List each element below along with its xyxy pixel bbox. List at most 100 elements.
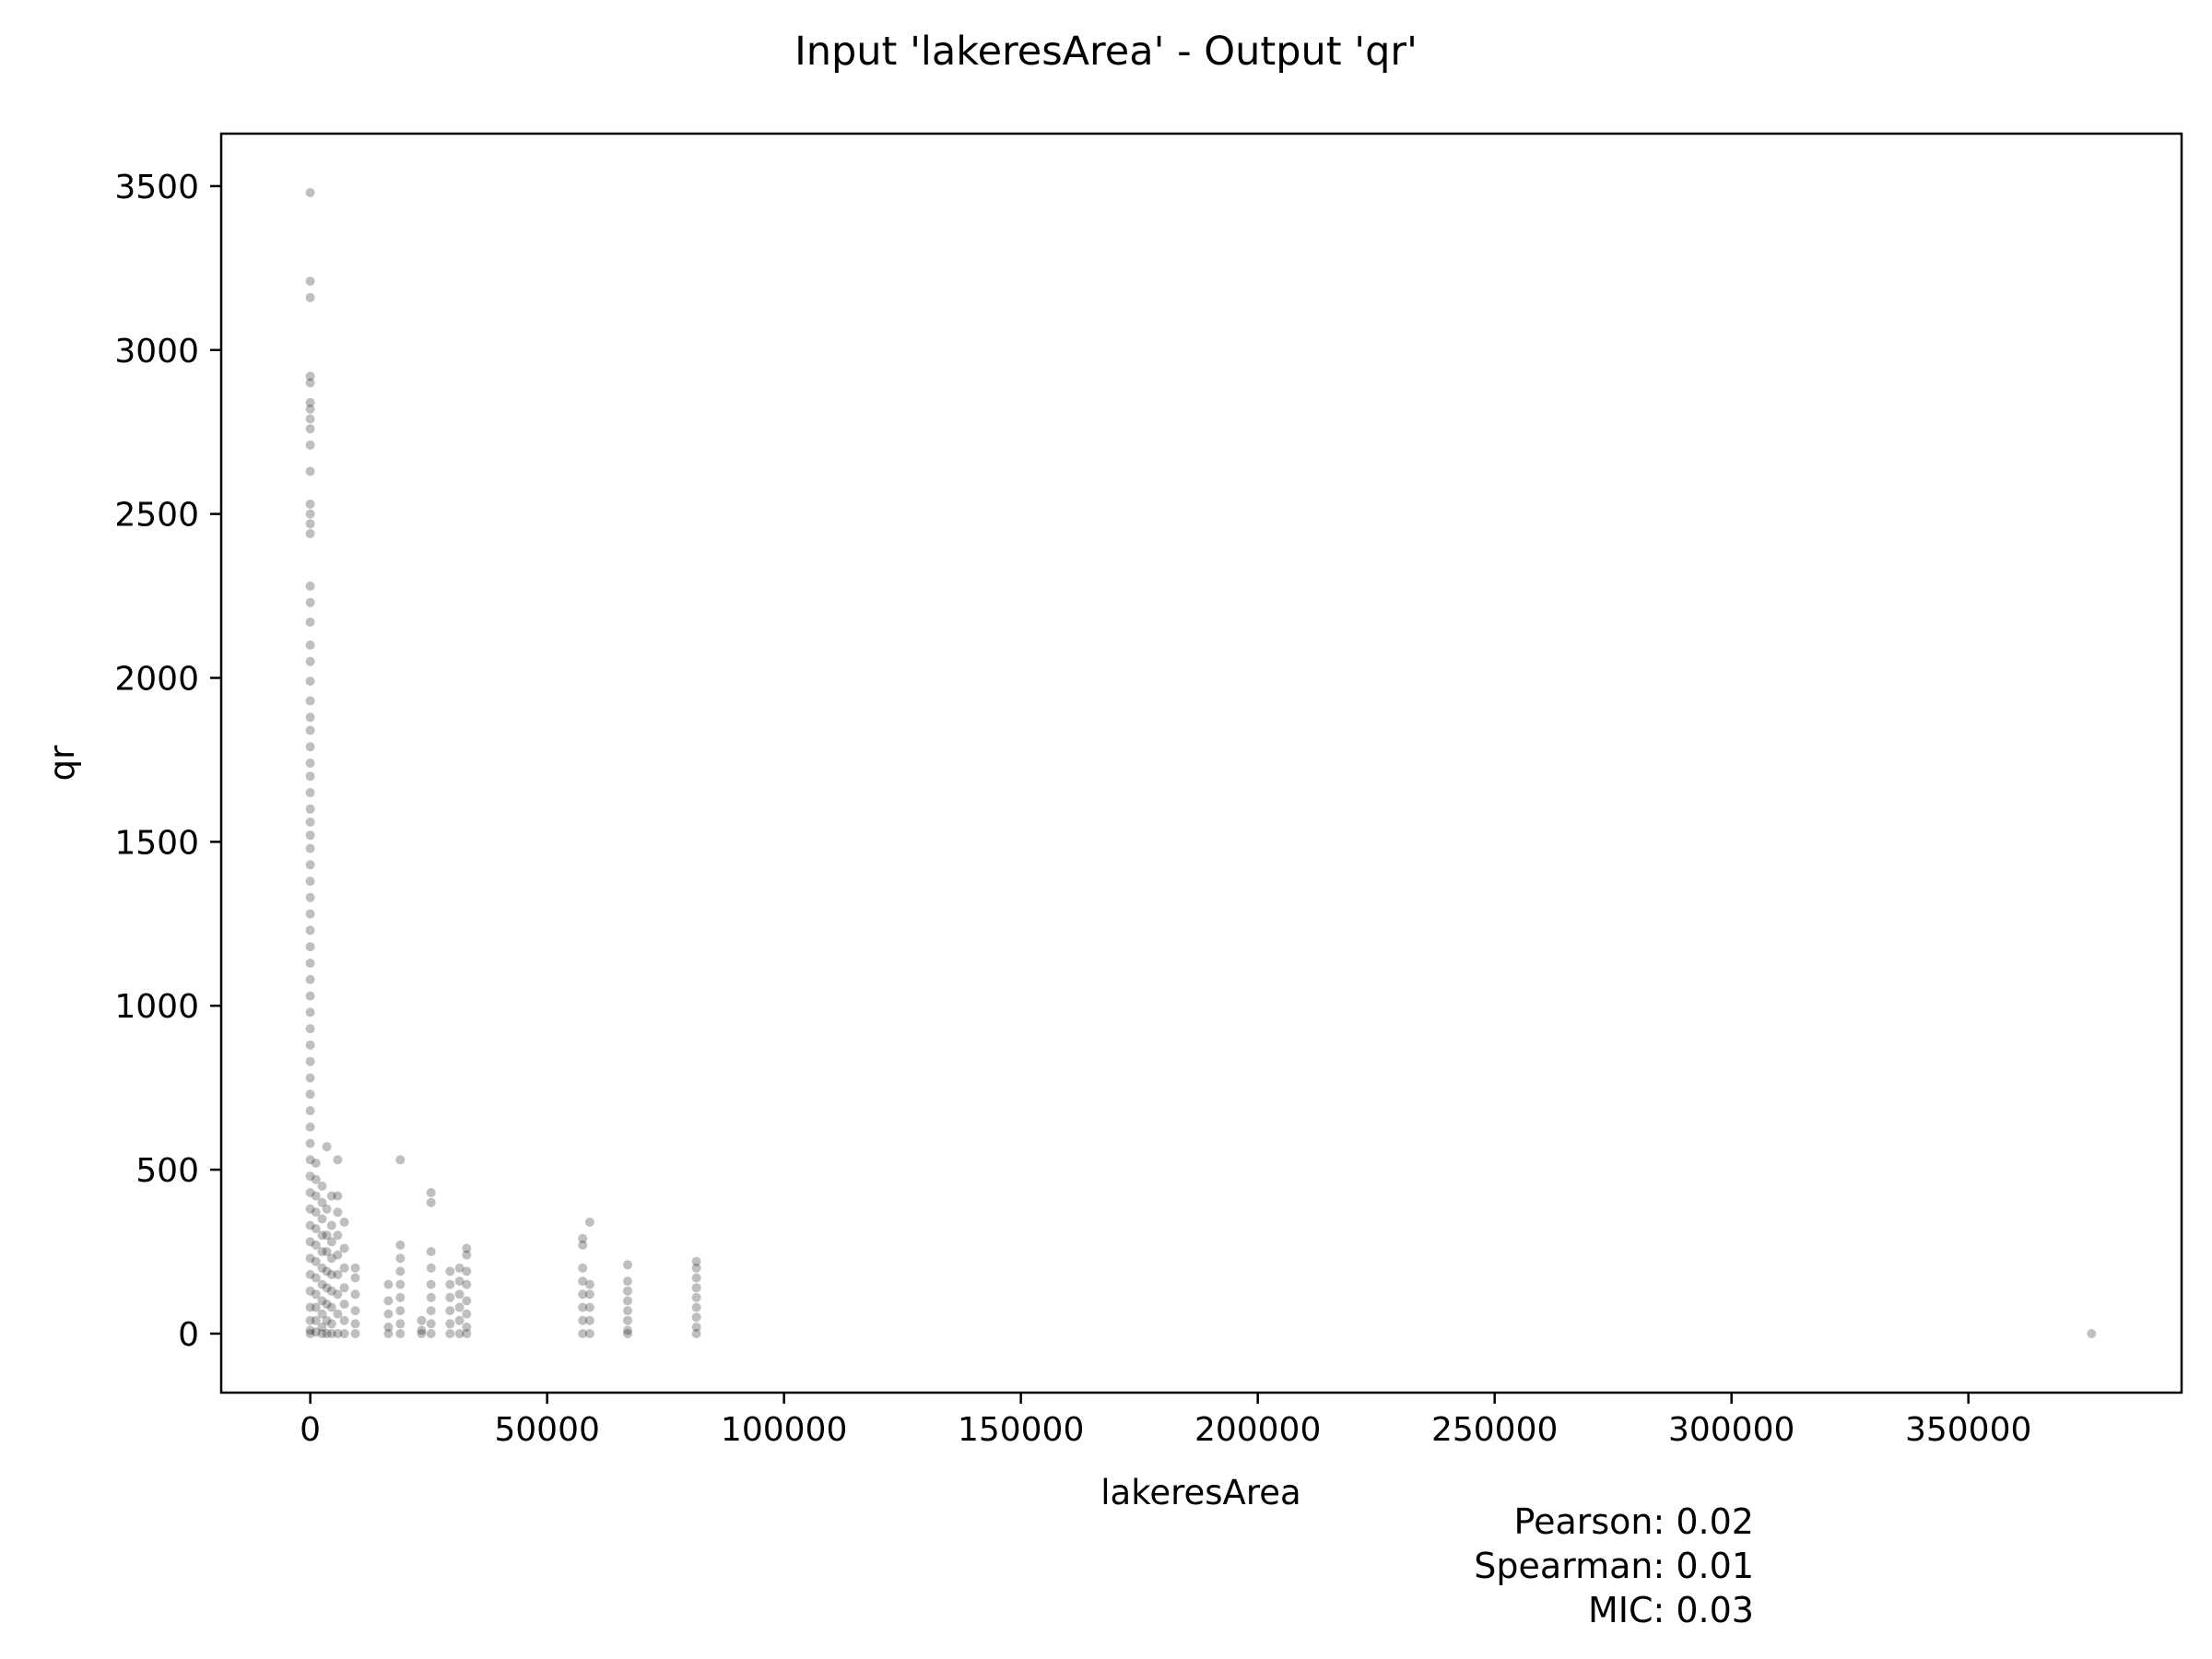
- data-point: [305, 1315, 315, 1325]
- data-point: [417, 1315, 427, 1325]
- data-point: [578, 1263, 588, 1273]
- data-point: [305, 771, 315, 782]
- data-point: [326, 1220, 336, 1230]
- data-point: [426, 1292, 436, 1302]
- data-point: [350, 1289, 360, 1300]
- stat-line: Spearman: 0.01: [1474, 1546, 1754, 1586]
- x-tick-label: 350000: [1905, 1411, 2031, 1449]
- data-point: [305, 581, 315, 591]
- data-point: [383, 1296, 394, 1306]
- data-point: [322, 1315, 332, 1325]
- data-point: [305, 1269, 315, 1279]
- data-point: [317, 1309, 327, 1319]
- data-point: [623, 1286, 632, 1296]
- data-point: [691, 1283, 701, 1293]
- data-point: [305, 725, 315, 735]
- data-point: [326, 1253, 336, 1264]
- data-point: [305, 1253, 315, 1264]
- data-point: [305, 860, 315, 870]
- y-tick-label: 1000: [114, 988, 199, 1026]
- data-point: [623, 1306, 632, 1316]
- data-point: [322, 1329, 332, 1338]
- data-point: [305, 877, 315, 887]
- data-point: [305, 292, 315, 302]
- data-point: [317, 1214, 327, 1224]
- data-point: [623, 1277, 632, 1287]
- data-point: [317, 1197, 327, 1207]
- data-point: [691, 1292, 701, 1302]
- data-point: [305, 909, 315, 919]
- data-point: [305, 1204, 315, 1214]
- data-point: [578, 1277, 588, 1287]
- data-point: [578, 1329, 588, 1338]
- data-point: [417, 1329, 427, 1338]
- data-point: [305, 1138, 315, 1148]
- data-point: [623, 1315, 632, 1325]
- data-point: [305, 830, 315, 841]
- data-point: [454, 1289, 465, 1300]
- data-point: [305, 466, 315, 477]
- data-point: [305, 892, 315, 902]
- data-point: [311, 1174, 321, 1184]
- data-point: [395, 1329, 406, 1338]
- data-point: [333, 1207, 343, 1218]
- data-point: [339, 1300, 349, 1309]
- data-point: [454, 1315, 465, 1325]
- data-point: [333, 1269, 343, 1279]
- data-point: [350, 1329, 360, 1338]
- y-axis-ticks: 0 500 1000 1500 2000 2500 3000 3500: [114, 169, 221, 1354]
- data-point: [305, 1007, 315, 1018]
- data-point: [311, 1327, 321, 1337]
- data-point: [305, 677, 315, 687]
- data-point: [623, 1325, 632, 1335]
- data-point: [317, 1296, 327, 1306]
- data-point: [339, 1243, 349, 1253]
- data-point: [322, 1204, 332, 1214]
- data-point: [305, 1171, 315, 1182]
- data-point: [305, 397, 315, 407]
- data-point: [305, 500, 315, 509]
- data-point: [305, 974, 315, 984]
- data-point: [462, 1243, 472, 1253]
- data-point: [578, 1289, 588, 1300]
- data-point: [333, 1289, 343, 1300]
- data-point: [623, 1329, 632, 1338]
- data-point: [322, 1142, 332, 1152]
- data-point: [305, 1329, 315, 1338]
- x-tick-label: 250000: [1431, 1411, 1558, 1449]
- y-tick-label: 0: [178, 1316, 199, 1354]
- data-point: [311, 1315, 321, 1325]
- data-point: [584, 1302, 594, 1312]
- data-point: [350, 1319, 360, 1329]
- data-point: [395, 1253, 406, 1264]
- data-point: [383, 1279, 394, 1289]
- data-point: [305, 597, 315, 607]
- data-point: [305, 1155, 315, 1165]
- data-point: [311, 1240, 321, 1250]
- data-point: [578, 1233, 588, 1243]
- x-tick-label: 50000: [494, 1411, 600, 1449]
- data-point: [305, 804, 315, 814]
- data-point: [691, 1322, 701, 1332]
- data-point: [454, 1302, 465, 1312]
- y-tick-label: 2500: [114, 497, 199, 535]
- data-point: [462, 1296, 472, 1306]
- data-point: [305, 276, 315, 287]
- data-point: [623, 1260, 632, 1270]
- data-point: [445, 1292, 455, 1302]
- data-point: [350, 1306, 360, 1316]
- data-point: [326, 1302, 336, 1312]
- data-point: [326, 1286, 336, 1296]
- data-point: [383, 1329, 394, 1338]
- data-point: [305, 188, 315, 197]
- data-point: [305, 1302, 315, 1312]
- stat-line: Pearson: 0.02: [1514, 1501, 1754, 1542]
- data-point: [584, 1289, 594, 1300]
- data-point: [578, 1302, 588, 1312]
- data-point: [305, 656, 315, 666]
- data-point: [454, 1277, 465, 1287]
- data-point: [311, 1159, 321, 1168]
- data-point: [426, 1188, 436, 1197]
- data-point: [305, 378, 315, 388]
- data-point: [395, 1319, 406, 1329]
